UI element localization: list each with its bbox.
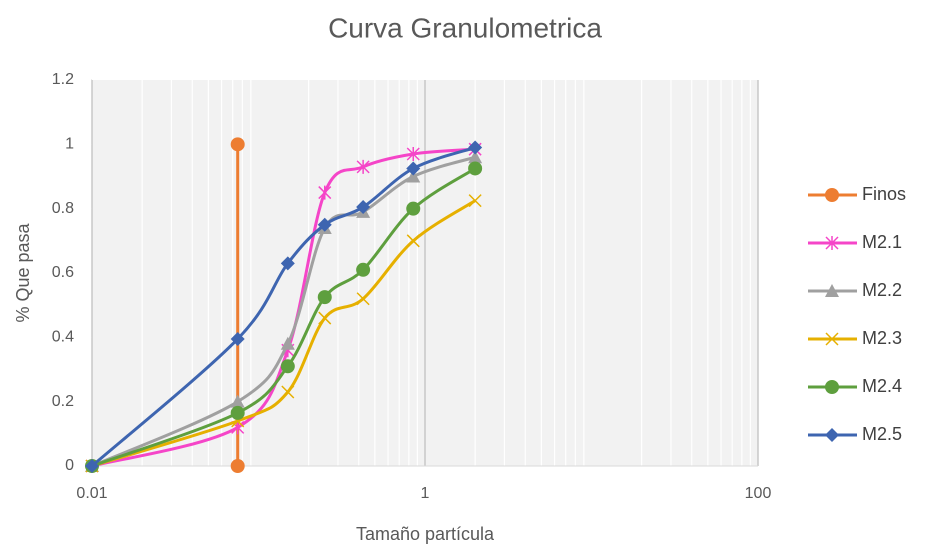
marker [318, 311, 332, 325]
y-tick-label: 0.6 [52, 264, 74, 281]
marker [406, 169, 421, 183]
y-tick-label: 0.8 [52, 200, 74, 217]
marker [230, 394, 245, 408]
legend-marker [825, 428, 839, 442]
legend-marker [825, 332, 839, 346]
marker [406, 234, 420, 248]
x-tick-label: 1 [421, 485, 430, 502]
marker [356, 292, 370, 306]
chart-title: Curva Granulometrica [328, 12, 602, 43]
legend-label: Finos [862, 184, 906, 204]
y-tick-label: 1.2 [52, 71, 74, 88]
marker [230, 137, 245, 152]
marker [468, 161, 483, 176]
marker [85, 459, 99, 473]
x-tick-label: 100 [745, 485, 772, 502]
marker [356, 159, 370, 174]
marker [406, 161, 421, 176]
marker [406, 201, 421, 216]
legend-label: M2.4 [862, 376, 902, 396]
marker [280, 256, 295, 271]
legend-label: M2.5 [862, 424, 902, 444]
marker [230, 405, 245, 420]
y-axis-title: % Que pasa [13, 222, 33, 322]
legend-label: M2.1 [862, 232, 902, 252]
y-tick-label: 1 [65, 136, 74, 153]
marker [468, 140, 483, 155]
y-tick-label: 0.2 [52, 393, 74, 410]
legend-marker [825, 380, 839, 394]
y-tick-label: 0.4 [52, 329, 74, 346]
marker [406, 146, 420, 161]
marker [468, 150, 483, 164]
marker [281, 385, 295, 399]
marker [318, 185, 332, 200]
y-tick-label: 0 [65, 457, 74, 474]
legend-label: M2.3 [862, 328, 902, 348]
series [85, 150, 483, 472]
marker [230, 331, 245, 346]
series-line [91, 147, 476, 468]
marker [280, 336, 295, 350]
legend-label: M2.2 [862, 280, 902, 300]
marker [468, 194, 482, 208]
marker [356, 200, 371, 215]
series [85, 140, 483, 473]
legend-marker [825, 284, 839, 297]
series [230, 137, 245, 473]
marker [280, 359, 295, 374]
marker [230, 459, 245, 473]
marker [356, 262, 371, 277]
x-axis-title: Tamaño partícula [356, 524, 495, 544]
legend-marker [825, 236, 839, 250]
marker [317, 217, 332, 232]
legend-marker [825, 188, 839, 202]
marker [317, 290, 332, 305]
x-tick-label: 0.01 [76, 485, 107, 502]
